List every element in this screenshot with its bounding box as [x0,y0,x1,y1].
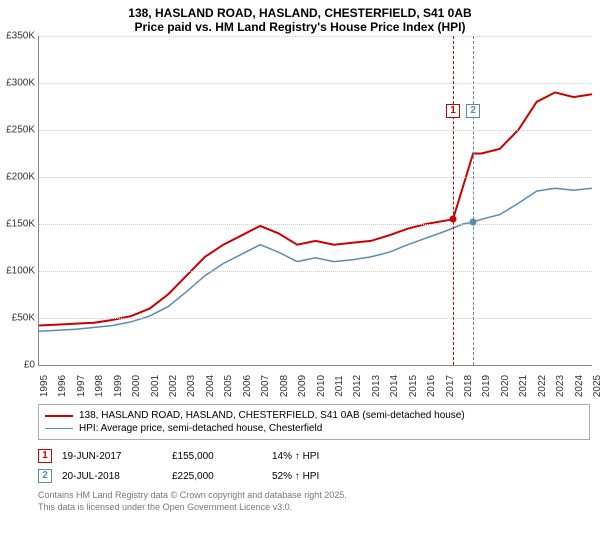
chart-lines-svg [39,36,592,365]
event-flag: 2 [466,104,480,118]
x-axis-label: 2012 [352,375,363,397]
x-axis-label: 2002 [168,375,179,397]
event-table: 1 19-JUN-2017 £155,000 14% ↑ HPI 2 20-JUL-201… [38,446,590,486]
footer-line-2: This data is licensed under the Open Gov… [38,502,590,514]
event-row-price: £155,000 [172,451,262,462]
y-gridline [39,83,592,84]
x-axis-label: 2009 [297,375,308,397]
y-axis-label: £200K [1,172,35,183]
x-axis-label: 2004 [205,375,216,397]
y-axis-label: £150K [1,219,35,230]
x-axis-label: 2021 [518,375,529,397]
legend-text: 138, HASLAND ROAD, HASLAND, CHESTERFIELD… [79,410,465,421]
x-axis-label: 1998 [94,375,105,397]
x-axis-label: 2017 [445,375,456,397]
x-axis-label: 2008 [279,375,290,397]
event-row-date: 20-JUL-2018 [62,471,162,482]
event-row-delta: 14% ↑ HPI [272,451,319,462]
event-vline [453,36,454,365]
y-gridline [39,271,592,272]
event-row: 1 19-JUN-2017 £155,000 14% ↑ HPI [38,446,590,466]
x-axis-label: 2007 [260,375,271,397]
x-axis-label: 2014 [389,375,400,397]
legend-text: HPI: Average price, semi-detached house,… [79,423,322,434]
event-row-badge: 2 [38,469,52,483]
y-axis-label: £50K [1,313,35,324]
x-axis-label: 1999 [113,375,124,397]
event-marker [470,219,477,226]
title-line-1: 138, HASLAND ROAD, HASLAND, CHESTERFIELD… [0,6,600,20]
footer-line-1: Contains HM Land Registry data © Crown c… [38,490,590,502]
x-axis-label: 2018 [463,375,474,397]
chart-title-block: 138, HASLAND ROAD, HASLAND, CHESTERFIELD… [0,0,600,36]
y-gridline [39,36,592,37]
x-axis-label: 1997 [76,375,87,397]
event-marker [450,216,457,223]
x-axis-label: 2006 [242,375,253,397]
y-axis-label: £250K [1,125,35,136]
legend-swatch [45,428,73,429]
event-row-date: 19-JUN-2017 [62,451,162,462]
event-vline [473,36,474,365]
x-axis-label: 2015 [408,375,419,397]
y-axis-label: £300K [1,78,35,89]
y-gridline [39,130,592,131]
y-gridline [39,224,592,225]
y-axis-label: £100K [1,266,35,277]
legend-box: 138, HASLAND ROAD, HASLAND, CHESTERFIELD… [38,404,590,440]
x-axis-label: 2022 [537,375,548,397]
x-axis-label: 2016 [426,375,437,397]
x-axis-label: 2023 [555,375,566,397]
x-axis-label: 2010 [316,375,327,397]
footer-attribution: Contains HM Land Registry data © Crown c… [38,490,590,513]
event-row-badge: 1 [38,449,52,463]
event-row-price: £225,000 [172,471,262,482]
event-flag: 1 [446,104,460,118]
y-axis-label: £350K [1,31,35,42]
y-axis-label: £0 [1,360,35,371]
x-axis-label: 1996 [57,375,68,397]
event-row: 2 20-JUL-2018 £225,000 52% ↑ HPI [38,466,590,486]
x-axis-label: 2025 [592,375,600,397]
legend-swatch [45,415,73,417]
x-axis-label: 2000 [131,375,142,397]
event-row-delta: 52% ↑ HPI [272,471,319,482]
legend-row: 138, HASLAND ROAD, HASLAND, CHESTERFIELD… [45,409,583,422]
title-line-2: Price paid vs. HM Land Registry's House … [0,20,600,34]
legend-row: HPI: Average price, semi-detached house,… [45,422,583,435]
y-gridline [39,318,592,319]
series-hpi [39,188,592,331]
x-axis-label: 2011 [334,375,345,397]
x-axis-label: 2024 [574,375,585,397]
x-axis-label: 2013 [371,375,382,397]
x-axis-label: 2005 [223,375,234,397]
x-axis-label: 2019 [481,375,492,397]
x-axis-label: 1995 [39,375,50,397]
y-gridline [39,177,592,178]
chart-plot-area: £0£50K£100K£150K£200K£250K£300K£350K1995… [38,36,592,366]
x-axis-label: 2003 [186,375,197,397]
x-axis-label: 2020 [500,375,511,397]
x-axis-label: 2001 [150,375,161,397]
